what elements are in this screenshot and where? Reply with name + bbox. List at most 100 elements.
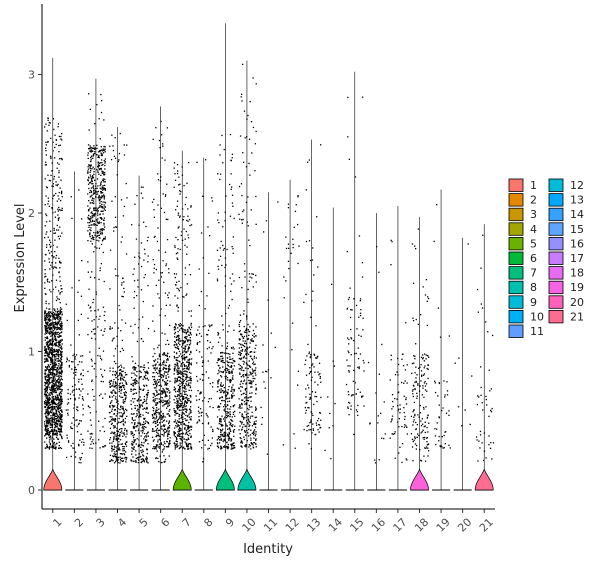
point — [239, 218, 241, 220]
point — [55, 405, 57, 408]
point — [187, 350, 189, 352]
point — [58, 314, 60, 316]
point — [60, 415, 63, 417]
point — [102, 381, 104, 383]
point — [45, 221, 48, 223]
point — [185, 230, 187, 233]
point — [98, 221, 100, 223]
point — [104, 151, 106, 153]
point — [141, 444, 143, 446]
point — [157, 424, 159, 426]
point — [45, 426, 47, 428]
point — [164, 396, 166, 398]
point — [182, 421, 184, 423]
point — [238, 323, 240, 326]
point — [99, 138, 101, 140]
point — [45, 357, 47, 359]
point — [91, 235, 93, 237]
point — [61, 338, 63, 341]
point — [180, 355, 183, 358]
point — [177, 373, 179, 375]
point — [111, 404, 113, 407]
point — [140, 450, 142, 452]
point — [45, 186, 48, 188]
point — [50, 291, 52, 293]
point — [46, 327, 48, 330]
point — [136, 371, 138, 373]
point — [223, 387, 225, 389]
point — [99, 199, 101, 201]
point — [58, 367, 60, 369]
point — [116, 399, 118, 401]
point — [164, 195, 167, 197]
point — [132, 443, 134, 445]
point — [253, 333, 255, 335]
point — [255, 367, 257, 369]
point — [92, 193, 95, 195]
point — [247, 418, 249, 420]
point — [48, 324, 50, 327]
point — [116, 174, 118, 176]
point — [51, 369, 53, 371]
point — [52, 418, 54, 420]
point — [112, 370, 114, 373]
point — [61, 343, 63, 345]
point — [162, 368, 164, 370]
point — [174, 411, 176, 413]
point — [124, 393, 126, 395]
point — [48, 344, 50, 346]
point — [101, 240, 104, 242]
point — [112, 374, 114, 376]
point — [52, 382, 55, 385]
point — [54, 402, 57, 404]
point — [152, 399, 155, 401]
point — [51, 417, 53, 420]
point — [165, 382, 167, 385]
point — [111, 327, 113, 329]
point — [56, 358, 58, 360]
point — [178, 342, 180, 344]
point — [47, 140, 49, 143]
point — [210, 324, 212, 327]
point — [102, 172, 104, 175]
point — [158, 297, 160, 299]
point — [216, 280, 219, 282]
point — [56, 407, 59, 409]
point — [240, 346, 243, 349]
point — [135, 430, 137, 432]
point — [177, 327, 179, 329]
point — [47, 351, 49, 353]
point — [241, 366, 243, 368]
point — [141, 451, 143, 454]
point — [54, 266, 57, 268]
point — [109, 405, 111, 408]
point — [58, 398, 60, 400]
point — [47, 380, 49, 383]
point — [51, 354, 54, 356]
point — [118, 422, 120, 424]
point — [121, 366, 123, 368]
point — [135, 457, 137, 460]
point — [48, 435, 50, 437]
point — [179, 379, 181, 381]
point — [188, 327, 190, 329]
point — [55, 384, 58, 386]
jitter-points-9 — [216, 133, 236, 450]
point — [125, 253, 128, 255]
point — [89, 234, 91, 236]
point — [91, 380, 93, 383]
point — [103, 181, 105, 183]
point — [224, 390, 227, 392]
point — [140, 338, 143, 340]
point — [187, 331, 189, 333]
point — [156, 435, 158, 437]
point — [161, 157, 163, 159]
point — [53, 389, 55, 391]
point — [143, 388, 145, 390]
point — [54, 157, 56, 159]
point — [184, 238, 186, 240]
point — [231, 202, 234, 204]
point — [98, 318, 100, 320]
point — [52, 443, 55, 445]
point — [60, 325, 62, 328]
